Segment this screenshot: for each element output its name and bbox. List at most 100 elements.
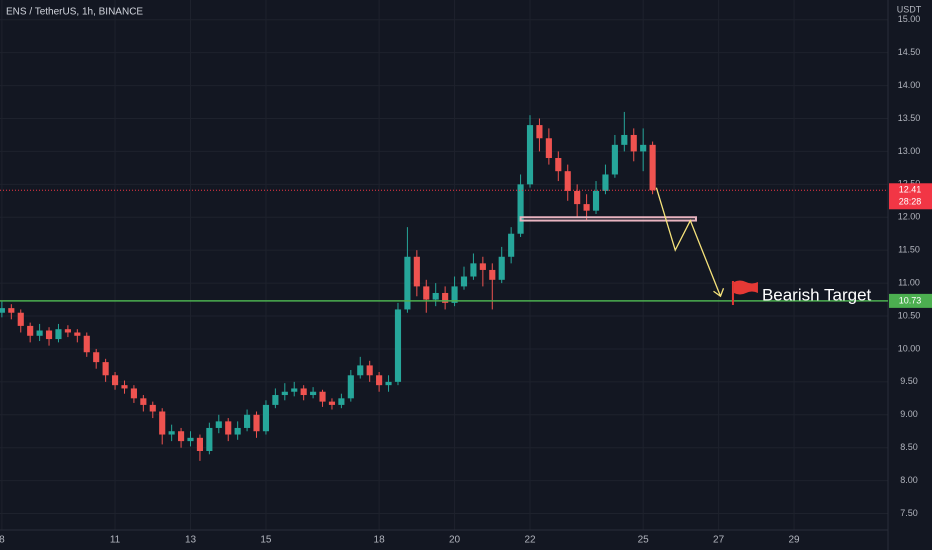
candle-body — [291, 388, 298, 392]
candle-body — [215, 421, 222, 428]
x-tick-label: 29 — [789, 535, 801, 546]
candle-body — [479, 263, 486, 270]
y-tick-label: 12.00 — [898, 212, 921, 222]
y-tick-label: 13.50 — [898, 113, 921, 123]
candle-body — [489, 269, 496, 280]
y-tick-label: 13.00 — [898, 146, 921, 156]
target-price-tag — [889, 293, 932, 308]
currency-label: USDT — [897, 4, 922, 14]
candle-body — [0, 308, 5, 313]
candle-body — [394, 309, 402, 382]
candle-body — [253, 414, 260, 432]
current-price-tag — [889, 183, 932, 210]
candle-body — [168, 431, 175, 435]
candle-body — [281, 391, 288, 396]
candle-body — [536, 125, 543, 139]
candle-body — [649, 144, 656, 191]
target-price-label: 10.73 — [899, 295, 922, 305]
candle-body — [159, 411, 166, 435]
candle-body — [244, 414, 251, 428]
candle-body — [225, 421, 232, 435]
candle-body — [460, 276, 468, 287]
y-tick-label: 10.00 — [898, 343, 921, 353]
candle-body — [564, 171, 571, 191]
candle-body — [83, 335, 90, 353]
y-tick-label: 8.50 — [900, 442, 918, 452]
candle-body — [196, 437, 203, 451]
x-tick-label: 27 — [713, 535, 725, 546]
candle-body — [338, 398, 345, 405]
candle-body — [574, 190, 581, 205]
candle-body — [508, 233, 515, 257]
candle-body — [102, 362, 109, 376]
candle-body — [442, 292, 449, 303]
y-tick-label: 11.00 — [898, 277, 920, 287]
candle-body — [376, 375, 383, 386]
candle-body — [602, 174, 609, 191]
x-tick-label: 22 — [524, 535, 536, 546]
candle-body — [357, 365, 364, 376]
x-tick-label: 13 — [185, 535, 197, 546]
candle-body — [640, 144, 647, 152]
candle-body — [74, 332, 81, 336]
y-tick-label: 14.00 — [898, 80, 921, 90]
candle-body — [17, 312, 24, 326]
candle-body — [451, 286, 458, 303]
candle-body — [555, 158, 562, 172]
candle-body — [432, 292, 439, 300]
current-price-label: 12.41 — [899, 185, 922, 195]
candle-body — [526, 125, 534, 185]
candle-body — [121, 385, 128, 389]
candle-body — [404, 256, 411, 310]
chart-title: ENS / TetherUS, 1h, BINANCE — [6, 7, 143, 18]
candle-body — [300, 388, 307, 396]
candle-body — [149, 404, 156, 412]
y-tick-label: 9.00 — [900, 409, 918, 419]
candle-body — [234, 427, 241, 435]
candle-body — [413, 256, 420, 287]
candle-body — [319, 391, 326, 402]
candle-body — [27, 325, 34, 336]
candle-body — [545, 138, 552, 159]
y-tick-label: 14.50 — [898, 47, 921, 57]
y-tick-label: 9.50 — [900, 376, 918, 386]
candle-body — [583, 204, 590, 211]
candle-body — [621, 134, 628, 145]
candle-body — [36, 330, 43, 336]
x-tick-label: 8 — [0, 535, 5, 546]
candle-body — [272, 395, 279, 405]
candle-body — [385, 381, 392, 386]
candle-body — [45, 330, 53, 340]
candle-body — [347, 375, 354, 399]
candle-body — [611, 144, 618, 175]
candle-body — [178, 431, 185, 442]
candle-body — [93, 352, 100, 363]
x-tick-label: 18 — [374, 535, 386, 546]
candle-body — [206, 427, 213, 451]
y-tick-label: 7.50 — [900, 508, 918, 518]
candle-body — [328, 401, 336, 405]
candle-body — [262, 404, 270, 432]
y-tick-label: 11.50 — [898, 245, 920, 255]
candle-body — [130, 388, 137, 399]
x-tick-label: 15 — [260, 535, 272, 546]
candle-body — [630, 134, 637, 152]
y-tick-label: 10.50 — [898, 310, 921, 320]
candle-body — [8, 308, 15, 313]
countdown-label: 28:28 — [899, 197, 922, 207]
annotation-text: Bearish Target — [762, 285, 872, 304]
candle-body — [592, 190, 600, 211]
y-tick-label: 8.00 — [900, 475, 918, 485]
candle-body — [187, 437, 194, 442]
x-tick-label: 20 — [449, 535, 461, 546]
candle-body — [470, 263, 477, 277]
support-zone — [519, 216, 697, 222]
candle-body — [366, 365, 373, 376]
x-tick-label: 11 — [110, 535, 121, 546]
candle-body — [517, 184, 524, 234]
candle-body — [423, 286, 430, 300]
candle-body — [111, 375, 119, 386]
y-tick-label: 15.00 — [898, 14, 921, 24]
projection-arrowhead — [713, 288, 725, 298]
